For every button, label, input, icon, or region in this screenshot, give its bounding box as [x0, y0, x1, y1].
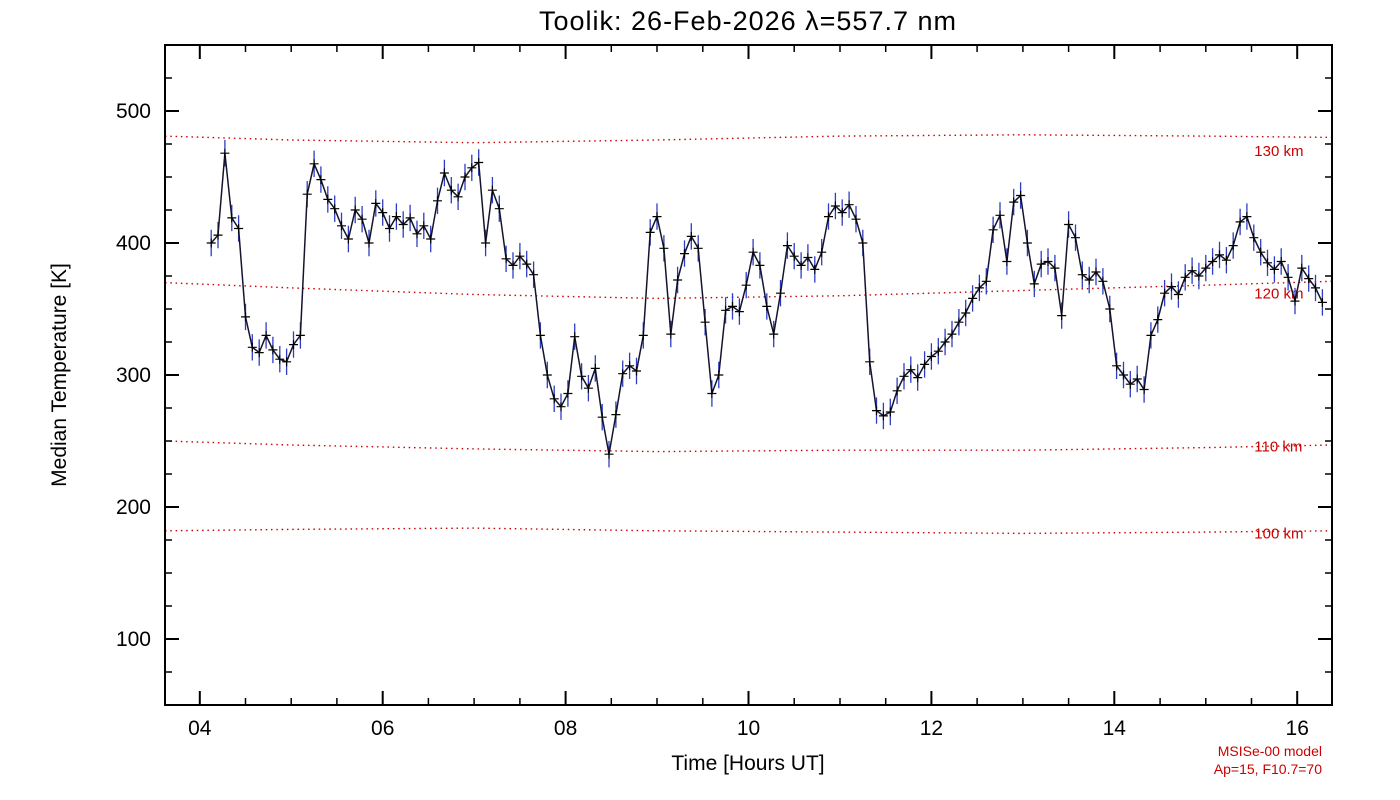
y-axis-ticks: 100 200 300 400 500 [116, 77, 1332, 673]
x-tick-label: 06 [371, 717, 394, 740]
model-credit-line2: Ap=15, F10.7=70 [1214, 761, 1322, 777]
y-tick-label: 100 [116, 628, 151, 651]
y-tick-label: 300 [116, 364, 151, 387]
data-markers [206, 148, 1327, 459]
model-label-130-km: 130 km [1254, 143, 1303, 160]
x-tick-label: 14 [1103, 717, 1127, 740]
model-curve-130-km [164, 134, 1333, 144]
chart-title: Toolik: 26-Feb-2026 λ=557.7 nm [539, 6, 957, 36]
x-tick-label: 16 [1286, 717, 1309, 740]
y-axis-label: Median Temperature [K] [48, 263, 71, 487]
y-tick-label: 500 [116, 100, 151, 123]
x-axis-ticks: 04 06 08 10 12 14 16 [188, 45, 1309, 740]
model-curve-120-km [164, 280, 1333, 300]
x-tick-label: 04 [188, 717, 212, 740]
model-curve-110-km [164, 440, 1333, 453]
x-tick-label: 08 [554, 717, 577, 740]
model-credit-line1: MSISe-00 model [1218, 743, 1322, 759]
model-curve-100-km [164, 527, 1333, 535]
y-tick-label: 200 [116, 496, 151, 519]
y-tick-label: 400 [116, 232, 151, 255]
model-label-100-km: 100 km [1254, 526, 1303, 543]
x-axis-label: Time [Hours UT] [671, 752, 824, 775]
plot-border [164, 44, 1333, 706]
model-label-110-km: 110 km [1254, 439, 1302, 456]
x-tick-label: 10 [737, 717, 760, 740]
x-tick-label: 12 [920, 717, 943, 740]
